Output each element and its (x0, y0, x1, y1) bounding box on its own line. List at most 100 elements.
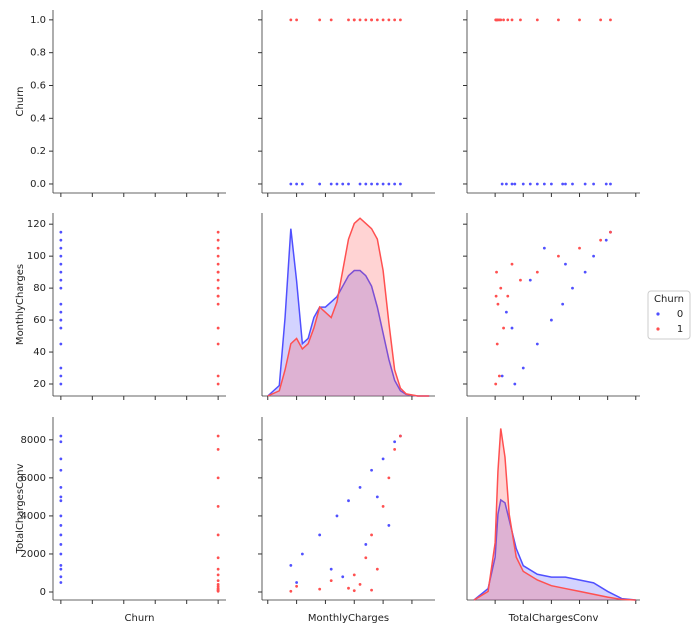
point (59, 278, 63, 282)
point (341, 182, 345, 186)
point (399, 18, 402, 22)
point (497, 374, 501, 378)
point (381, 182, 385, 186)
point (329, 579, 333, 582)
point (295, 182, 298, 186)
point (295, 18, 298, 22)
y-tick-label: 1.0 (30, 15, 46, 26)
point (399, 434, 402, 438)
y-tick-label: 0 (40, 587, 46, 598)
point (494, 294, 498, 298)
point (604, 238, 608, 242)
point (59, 342, 63, 346)
point (364, 556, 368, 560)
point (387, 524, 391, 527)
point (358, 18, 362, 22)
point (542, 246, 546, 250)
legend-marker (656, 312, 660, 316)
point (216, 447, 220, 451)
point (216, 286, 220, 290)
point (329, 567, 333, 571)
point (502, 18, 505, 22)
point (289, 182, 293, 186)
point (393, 440, 397, 444)
point (513, 182, 517, 186)
point (216, 374, 220, 378)
point (519, 18, 522, 22)
point (521, 182, 525, 186)
point (289, 563, 293, 567)
point (216, 583, 220, 586)
point (557, 18, 560, 22)
point (495, 342, 499, 346)
point (535, 18, 539, 22)
kde-fill (474, 428, 636, 600)
point (561, 182, 565, 186)
legend-label: 1 (677, 324, 683, 335)
point (59, 382, 63, 386)
point (504, 182, 508, 186)
point (500, 182, 504, 186)
point (216, 294, 220, 298)
point (216, 326, 220, 330)
y-tick-label: 0.2 (30, 146, 46, 157)
point (216, 434, 220, 438)
point (59, 270, 63, 274)
point (216, 556, 220, 560)
legend-marker (656, 327, 660, 331)
point (549, 318, 553, 322)
point (59, 533, 63, 537)
point (358, 182, 362, 186)
y-axis-label: TotalChargesConv (15, 464, 26, 555)
point (387, 182, 391, 186)
point (542, 182, 546, 186)
point (609, 182, 612, 186)
point (510, 182, 514, 186)
point (375, 182, 379, 186)
point (59, 514, 63, 518)
point (300, 182, 304, 186)
point (216, 278, 220, 282)
point (318, 18, 322, 22)
y-axis-label: MonthlyCharges (15, 264, 26, 345)
point (496, 302, 500, 306)
y-tick-label: 8000 (21, 435, 46, 446)
point (59, 318, 63, 322)
point (521, 366, 525, 370)
point (387, 18, 391, 22)
point (370, 18, 373, 22)
y-tick-label: 60 (33, 315, 46, 326)
point (506, 18, 510, 22)
point (216, 588, 220, 592)
point (59, 302, 63, 306)
point (561, 302, 565, 306)
point (571, 182, 574, 186)
y-axis-label: Churn (15, 87, 26, 117)
y-tick-label: 4000 (21, 511, 46, 522)
point (300, 552, 304, 556)
point (318, 533, 322, 537)
point (59, 524, 63, 527)
point (59, 495, 63, 499)
y-tick-label: 6000 (21, 473, 46, 484)
point (370, 533, 373, 537)
point (609, 230, 612, 234)
point (59, 326, 63, 330)
point (381, 505, 385, 508)
point (341, 575, 345, 579)
point (318, 182, 322, 186)
point (59, 262, 63, 266)
point (216, 382, 220, 386)
y-tick-label: 40 (33, 347, 46, 358)
point (216, 567, 220, 571)
point (59, 246, 63, 250)
point (510, 326, 514, 330)
point (59, 374, 63, 378)
point (216, 505, 220, 508)
kde-line (473, 428, 636, 601)
y-tick-label: 20 (33, 379, 46, 390)
point (510, 18, 514, 22)
kde-fill (267, 218, 430, 396)
point (495, 18, 498, 22)
point (364, 18, 368, 22)
